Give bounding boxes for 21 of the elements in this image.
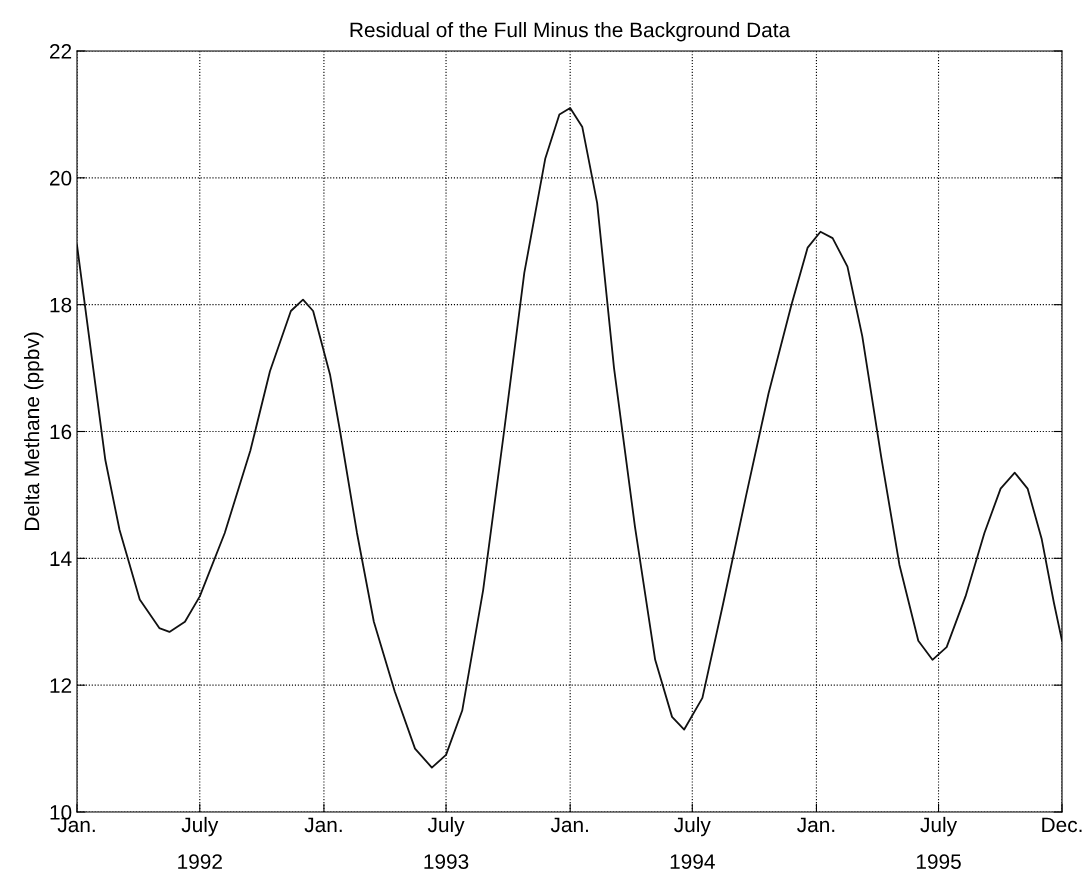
y-axis-title: Delta Methane (ppbv)	[23, 332, 44, 530]
x-tick-label: July	[181, 816, 219, 837]
x-tick-label: July	[920, 816, 958, 837]
x2-tick-label: 1994	[670, 854, 715, 869]
y-tick-label: 18	[50, 297, 72, 313]
x-tick-label: July	[674, 816, 711, 837]
x2-tick-label: 1993	[424, 854, 469, 869]
y-tick-label: 14	[50, 551, 72, 566]
x-tick-label: Jan.	[304, 817, 342, 833]
x2-tick-label: 1992	[178, 854, 222, 869]
x-tick-label: Jan.	[797, 817, 835, 833]
x2-tick-label: 1995	[916, 854, 961, 869]
chart-title: Residual of the Full Minus the Background Data	[350, 22, 791, 42]
x-tick-label: Jan.	[550, 817, 588, 833]
y-tick-label: 22	[50, 44, 72, 59]
line-series	[77, 107, 1062, 769]
y-tick-label: 20	[50, 170, 72, 186]
x-tick-label: Dec.	[1042, 817, 1082, 833]
x-tick-label: July	[427, 816, 465, 837]
y-tick-label: 12	[50, 678, 72, 693]
y-tick-label: 16	[50, 424, 72, 440]
